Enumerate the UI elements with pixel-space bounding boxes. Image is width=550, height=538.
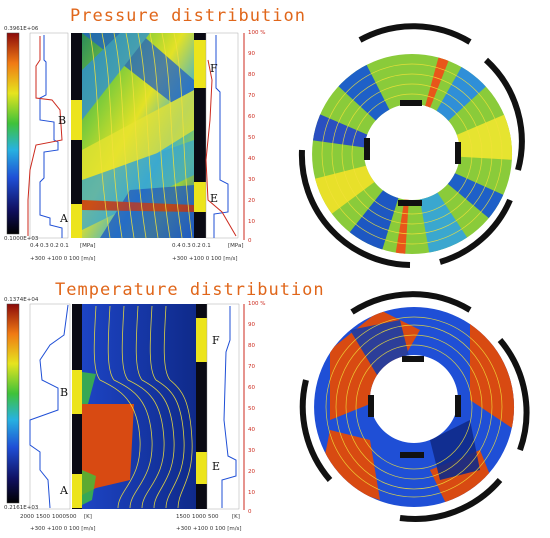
pressure-ring — [298, 23, 525, 268]
temperature-pct-40: 40 — [248, 427, 255, 433]
temperature-left-velocity-curve — [29, 304, 69, 509]
pressure-vel-axis-right: +300 +100 0 100 [m/s] — [172, 256, 238, 262]
pressure-right-velocity-curve — [213, 35, 229, 238]
temperature-right-velocity-curve — [221, 306, 237, 508]
temperature-zone-label-F: F — [212, 334, 220, 347]
temperature-pct-70: 70 — [248, 364, 255, 370]
temperature-zone-label-E: E — [212, 460, 221, 473]
pressure-pct-50: 50 — [248, 135, 255, 141]
temperature-zone-F — [196, 318, 207, 362]
pressure-title: Pressure distribution — [70, 6, 306, 26]
temperature-pct-30: 30 — [248, 448, 255, 454]
temperature-zone-label-B: B — [60, 386, 69, 399]
temperature-zone-A — [72, 474, 82, 508]
pressure-right-axis-0: 0.4 — [172, 243, 181, 249]
temperature-left-axis-2: 1000 — [52, 514, 66, 520]
temperature-pct-60: 60 — [248, 385, 255, 391]
temperature-panel — [6, 303, 245, 510]
pressure-zone-A — [71, 204, 82, 238]
temperature-title: Temperature distribution — [55, 280, 325, 300]
pressure-right-axis-2: 0.2 — [192, 243, 201, 249]
pressure-zone-label-B: B — [58, 114, 67, 127]
temperature-right-profile-box — [206, 303, 240, 510]
temperature-left-unit: [K] — [84, 514, 92, 520]
pressure-left-axis-0: 0.4 — [30, 243, 39, 249]
pressure-zone-label-F: F — [210, 62, 218, 75]
pressure-left-profile-box — [29, 32, 69, 239]
pressure-right-unit: [MPa] — [228, 243, 244, 249]
temperature-contours — [93, 305, 193, 509]
pressure-left-axis-1: 0.3 — [40, 243, 49, 249]
pressure-zone-label-E: E — [210, 192, 219, 205]
temperature-zone-label-A: A — [60, 484, 68, 497]
temperature-zone-strip-right — [196, 304, 207, 509]
pressure-pct-20: 20 — [248, 198, 255, 204]
temperature-green-edge — [82, 372, 96, 505]
temperature-pct-100: 100 % — [248, 301, 266, 307]
temperature-vel-axis-right: +300 +100 0 100 [m/s] — [176, 526, 242, 532]
pressure-scale-max: 0.3961E+06 — [4, 26, 39, 32]
temperature-hot-region — [82, 404, 134, 495]
pressure-vel-axis-left: +300 +100 0 100 [m/s] — [30, 256, 96, 262]
temperature-ring — [299, 291, 530, 522]
pressure-pct-90: 90 — [248, 51, 255, 57]
pressure-pct-40: 40 — [248, 156, 255, 162]
pressure-pct-70: 70 — [248, 93, 255, 99]
temperature-pct-20: 20 — [248, 469, 255, 475]
temperature-right-axis-0: 1500 — [176, 514, 190, 520]
pressure-zone-B — [71, 100, 82, 140]
temperature-left-axis-1: 1500 — [36, 514, 50, 520]
pressure-left-velocity-curve — [39, 35, 63, 238]
temperature-right-axis-2: 500 — [208, 514, 219, 520]
pressure-pct-80: 80 — [248, 72, 255, 78]
pressure-left-axis-2: 0.2 — [50, 243, 59, 249]
pressure-right-axis-3: 0.1 — [202, 243, 211, 249]
pressure-zone-E — [194, 182, 206, 212]
pressure-right-profile-box — [205, 32, 239, 239]
temperature-zone-E — [196, 452, 207, 484]
pressure-contours — [89, 32, 193, 239]
pressure-colorbar — [6, 32, 20, 235]
temperature-right-unit: [K] — [232, 514, 240, 520]
temperature-scale-max: 0.1374E+04 — [4, 297, 39, 303]
temperature-left-axis-0: 2000 — [20, 514, 34, 520]
pressure-pct-100: 100 % — [248, 30, 266, 36]
pressure-pct-10: 10 — [248, 219, 255, 225]
temperature-pct-0: 0 — [248, 509, 252, 515]
pressure-left-axis-3: 0.1 — [60, 243, 69, 249]
temperature-pct-10: 10 — [248, 490, 255, 496]
pressure-panel — [6, 32, 245, 240]
pressure-right-pressure-curve — [205, 59, 237, 237]
pressure-left-unit: [MPa] — [80, 243, 96, 249]
temperature-pct-90: 90 — [248, 322, 255, 328]
temperature-vel-axis-left: +300 +100 0 100 [m/s] — [30, 526, 96, 532]
pressure-right-axis-1: 0.3 — [182, 243, 191, 249]
pressure-pct-30: 30 — [248, 177, 255, 183]
pressure-zone-label-A: A — [60, 212, 68, 225]
pressure-zone-F — [194, 40, 206, 88]
temperature-pct-80: 80 — [248, 343, 255, 349]
pressure-left-pressure-curve — [27, 36, 63, 236]
pressure-pct-0: 0 — [248, 238, 252, 244]
temperature-right-axis-1: 1000 — [192, 514, 206, 520]
pressure-pct-60: 60 — [248, 114, 255, 120]
pressure-scale-min: 0.1000E+03 — [4, 236, 39, 242]
temperature-colorbar — [6, 303, 20, 504]
temperature-scale-min: 0.2161E+03 — [4, 505, 39, 511]
temperature-pct-50: 50 — [248, 406, 255, 412]
temperature-left-axis-3: 500 — [66, 514, 77, 520]
temperature-left-profile-box — [29, 303, 71, 510]
temperature-zone-B — [72, 370, 82, 414]
